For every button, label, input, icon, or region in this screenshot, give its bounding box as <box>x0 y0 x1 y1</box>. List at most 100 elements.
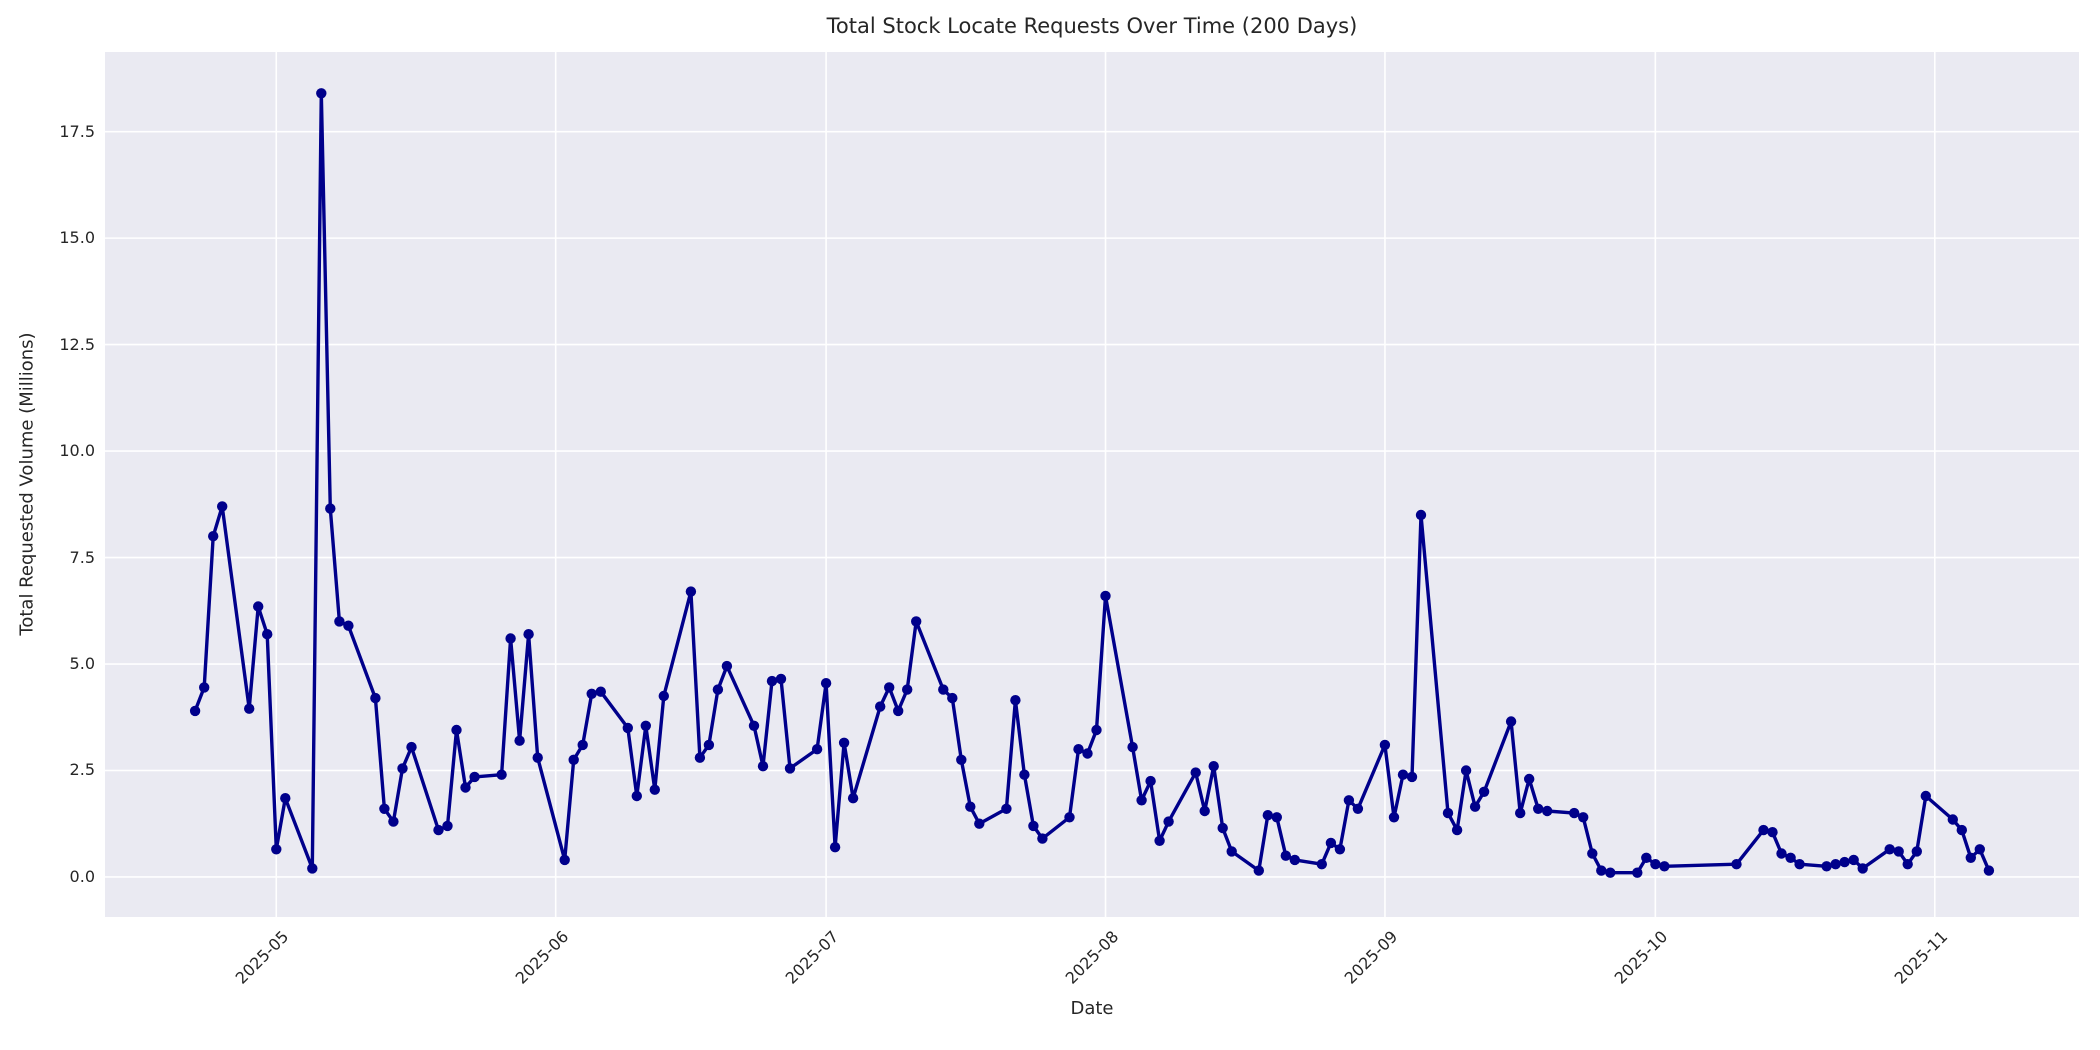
data-point <box>595 686 606 697</box>
data-point <box>1974 844 1986 855</box>
data-point <box>1830 859 1841 870</box>
data-point <box>649 784 660 795</box>
data-point <box>189 705 201 717</box>
data-point <box>1163 816 1174 827</box>
data-point <box>1785 852 1796 863</box>
data-point <box>1289 854 1301 866</box>
data-point <box>397 763 408 774</box>
data-point <box>622 722 633 734</box>
data-point <box>757 761 769 772</box>
data-point <box>1578 812 1589 823</box>
data-point <box>1659 861 1670 872</box>
data-point <box>956 754 967 765</box>
data-point <box>1641 852 1652 863</box>
data-point <box>559 854 570 866</box>
data-point <box>496 769 507 780</box>
data-point <box>1064 812 1075 823</box>
data-point <box>1226 846 1237 857</box>
y-tick-label: 0.0 <box>69 866 95 886</box>
data-point <box>1136 795 1147 806</box>
data-point <box>1343 795 1355 806</box>
data-point <box>262 629 273 640</box>
data-point <box>1650 859 1661 870</box>
data-point <box>1596 865 1607 876</box>
data-point <box>775 673 787 685</box>
data-point <box>1415 509 1427 521</box>
data-point <box>1911 846 1923 857</box>
data-point <box>217 501 228 512</box>
data-point <box>1334 844 1346 855</box>
data-point <box>694 752 706 763</box>
data-point <box>1217 822 1228 834</box>
data-point <box>1965 852 1977 863</box>
data-point <box>1208 761 1219 772</box>
data-point <box>1406 771 1418 783</box>
y-tick-label: 10.0 <box>59 441 95 461</box>
data-point <box>523 629 534 640</box>
data-point <box>911 616 922 627</box>
data-point <box>1605 867 1616 878</box>
data-point <box>1515 807 1526 819</box>
data-point <box>325 503 336 514</box>
data-point <box>658 690 669 702</box>
data-point <box>388 816 399 827</box>
data-point <box>748 720 760 731</box>
data-point <box>784 763 796 774</box>
data-point <box>442 820 453 832</box>
data-point <box>271 844 282 855</box>
data-point <box>974 818 985 829</box>
data-point <box>1253 865 1265 876</box>
data-point <box>1569 807 1580 819</box>
data-point <box>1397 769 1409 780</box>
data-point <box>343 620 354 631</box>
plot-background <box>105 52 2079 917</box>
data-point <box>1379 739 1391 751</box>
data-point <box>379 803 390 814</box>
data-point <box>1956 824 1968 836</box>
data-point <box>1884 844 1895 855</box>
data-point <box>253 601 264 612</box>
data-point <box>1019 769 1030 780</box>
data-point <box>838 737 850 748</box>
data-point <box>1262 810 1274 821</box>
data-point <box>703 739 715 751</box>
data-point <box>1821 861 1832 872</box>
data-point <box>577 739 588 751</box>
data-point <box>1533 803 1544 814</box>
data-point <box>1091 724 1102 736</box>
data-point <box>1983 865 1995 876</box>
chart-title: Total Stock Locate Requests Over Time (2… <box>826 14 1358 38</box>
data-point <box>1478 786 1490 797</box>
data-point <box>316 88 327 99</box>
data-point <box>1451 824 1463 836</box>
data-point <box>712 684 724 695</box>
y-tick-label: 5.0 <box>69 654 95 674</box>
data-point <box>1388 812 1400 823</box>
data-point <box>1632 867 1643 878</box>
data-point <box>721 660 733 672</box>
data-point <box>1505 716 1517 727</box>
data-point <box>766 675 778 687</box>
data-point <box>1082 748 1093 759</box>
data-point <box>875 701 886 712</box>
data-point <box>568 754 579 765</box>
data-point <box>1100 590 1111 602</box>
data-point <box>1758 824 1769 836</box>
data-point <box>829 842 841 853</box>
data-point <box>505 633 516 644</box>
data-point <box>938 684 949 695</box>
data-point <box>640 720 651 731</box>
data-point <box>685 586 697 597</box>
data-point <box>1145 775 1156 787</box>
data-point <box>1469 801 1481 812</box>
data-point <box>1839 856 1850 868</box>
data-point <box>469 771 480 783</box>
data-point <box>1848 854 1859 866</box>
y-tick-label: 17.5 <box>59 121 95 141</box>
data-point <box>433 824 444 836</box>
data-point <box>1460 765 1472 776</box>
data-point <box>947 692 958 704</box>
data-point <box>811 744 823 755</box>
